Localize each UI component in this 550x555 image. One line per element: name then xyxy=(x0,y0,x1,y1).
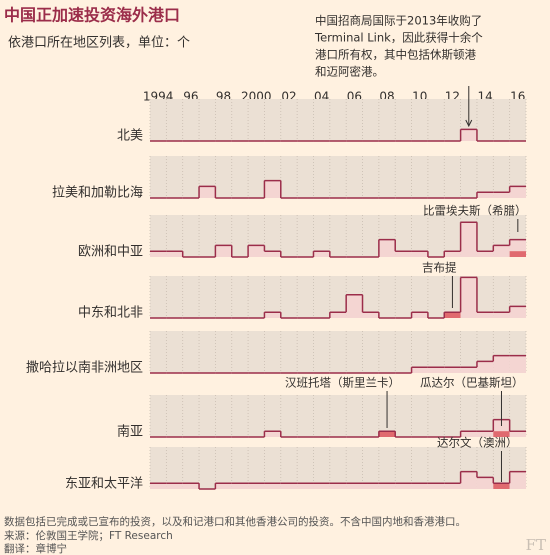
step-area xyxy=(476,431,494,437)
step-area xyxy=(395,483,412,489)
step-area xyxy=(509,471,526,489)
step-area xyxy=(182,483,200,489)
step-area xyxy=(166,251,183,257)
step-area xyxy=(264,251,281,257)
step-area xyxy=(378,239,396,257)
highlight xyxy=(378,431,396,437)
highlight xyxy=(444,312,461,318)
step-area xyxy=(476,251,494,257)
step-area xyxy=(313,483,330,489)
step-area xyxy=(264,180,281,198)
region-label: 南亚 xyxy=(117,424,143,440)
step-area xyxy=(362,312,379,318)
step-area xyxy=(248,483,265,489)
step-area xyxy=(313,251,330,257)
step-area xyxy=(362,483,379,489)
step-area xyxy=(215,245,232,257)
step-area xyxy=(427,367,445,373)
step-area xyxy=(378,483,396,489)
step-area xyxy=(509,306,526,318)
step-area xyxy=(476,192,494,198)
annotation: 瓜达尔（巴基斯坦） xyxy=(420,376,524,390)
annotation: Terminal Link，因此获得十余个 xyxy=(314,31,483,45)
panel-background xyxy=(150,331,526,373)
step-area xyxy=(166,483,183,489)
step-area xyxy=(150,483,167,489)
annotation: 汉班托塔（斯里兰卡） xyxy=(285,376,400,390)
step-area xyxy=(248,245,265,257)
step-area xyxy=(509,355,526,373)
step-area xyxy=(460,277,477,318)
step-area xyxy=(460,471,477,489)
step-area xyxy=(346,483,363,489)
step-area xyxy=(460,431,477,437)
highlight xyxy=(509,251,526,257)
step-area xyxy=(476,361,494,373)
annotation: 港口所有权，其中包括休斯顿港 xyxy=(315,48,476,62)
step-area xyxy=(444,251,461,257)
step-area xyxy=(509,186,526,198)
region-label: 中东和北非 xyxy=(78,306,143,321)
region-label: 东亚和太平洋 xyxy=(65,477,143,492)
step-area xyxy=(411,312,428,318)
step-area xyxy=(509,431,526,437)
step-area xyxy=(444,483,461,489)
annotation: 比雷埃夫斯（希腊） xyxy=(423,204,527,218)
step-area xyxy=(493,192,510,198)
source: 来源：伦敦国王学院；FT Research xyxy=(4,529,173,542)
step-area xyxy=(215,483,232,489)
step-area xyxy=(444,367,461,373)
annotation: 吉布提 xyxy=(422,261,457,275)
step-area xyxy=(460,222,477,257)
step-area xyxy=(329,312,347,318)
annotation: 和迈阿密港。 xyxy=(315,65,384,79)
step-area xyxy=(329,483,347,489)
note: 数据包括已完成或已宣布的投资，以及和记港口和其他香港公司的投资。不含中国内地和香… xyxy=(4,515,466,528)
region-label: 撒哈拉以南非洲地区 xyxy=(26,360,143,376)
region-label: 欧洲和中亚 xyxy=(78,245,143,260)
step-area xyxy=(297,483,314,489)
step-area xyxy=(346,294,363,318)
highlight xyxy=(493,431,510,437)
annotation-arrow xyxy=(465,119,473,128)
annotation: 达尔文（澳洲） xyxy=(437,436,518,450)
step-area xyxy=(411,367,428,373)
region-label: 拉美和加勒比海 xyxy=(52,186,143,201)
annotation: 中国招商局国际于2013年收购了 xyxy=(315,14,482,28)
step-area xyxy=(493,245,510,257)
region-label: 北美 xyxy=(117,129,143,144)
step-area xyxy=(280,483,298,489)
step-area xyxy=(476,477,494,489)
step-area xyxy=(493,312,510,318)
step-area xyxy=(427,483,445,489)
step-area xyxy=(493,355,510,373)
step-area xyxy=(264,483,281,489)
step-area xyxy=(460,129,477,141)
step-area xyxy=(411,483,428,489)
chart-subtitle: 依港口所在地区列表，单位：个 xyxy=(8,36,190,51)
step-area xyxy=(395,251,412,257)
step-area xyxy=(199,186,216,198)
logo: FT xyxy=(526,536,546,554)
credit: 翻译：章博宁 xyxy=(4,542,67,555)
step-area xyxy=(411,251,428,257)
panel-background xyxy=(150,395,526,437)
step-area xyxy=(264,431,281,437)
step-area xyxy=(231,483,249,489)
chart-title: 中国正加速投资海外港口 xyxy=(4,6,180,25)
step-area xyxy=(264,312,281,318)
highlight xyxy=(493,483,510,489)
step-area xyxy=(460,367,477,373)
step-area xyxy=(150,251,167,257)
step-area xyxy=(476,312,494,318)
